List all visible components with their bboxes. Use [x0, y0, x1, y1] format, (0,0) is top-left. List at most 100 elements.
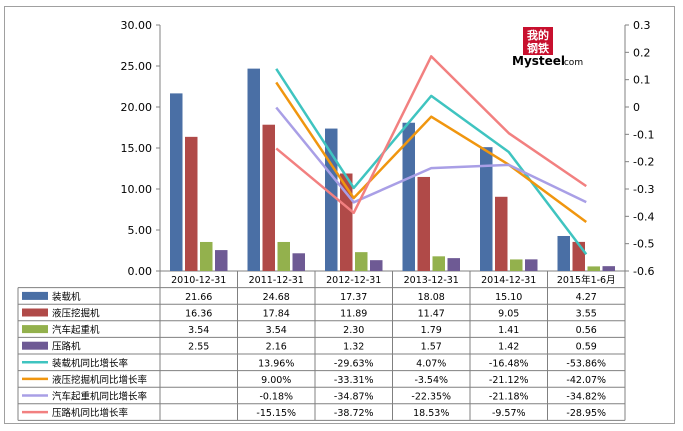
right-tick-label: 0.2: [633, 46, 651, 59]
line-series-group: [275, 55, 588, 255]
data-table: 2010-12-31 2011-12-31 2012-12-31 2013-12-31…: [17, 271, 626, 421]
bar-4-2012-12-31: [370, 260, 383, 271]
legend-label: 汽车起重机: [52, 324, 100, 336]
bar-3-2011-12-31: [277, 241, 290, 271]
table-cell-value: 18.08: [418, 292, 445, 303]
bar-3-2015年1-6月: [587, 266, 600, 271]
table-cell-value: -34.82%: [566, 392, 606, 403]
table-cell-value: -34.87%: [334, 392, 374, 403]
bar-4-2010-12-31: [215, 250, 228, 271]
bar-2-2010-12-31: [185, 136, 198, 271]
table-cell-value: 1.57: [421, 342, 442, 353]
right-tick-label: -0.3: [633, 183, 654, 196]
table-cell-value: -21.18%: [489, 392, 529, 403]
legend-label: 汽车起重机同比增长率: [52, 391, 148, 403]
right-tick-label: 0.3: [633, 19, 651, 32]
bar-2-2014-12-31: [495, 196, 508, 271]
line-series-1: [275, 68, 588, 255]
bar-3-2013-12-31: [432, 256, 445, 271]
table-cell-value: 0.56: [576, 325, 597, 336]
bar-1-2011-12-31: [247, 68, 260, 272]
logo-brand-suffix: .com: [561, 58, 583, 68]
table-cell-value: 13.96%: [258, 358, 294, 369]
table-cell-value: 24.68: [263, 292, 290, 303]
table-cell-value: -42.07%: [566, 375, 606, 386]
table-cell-value: -22.35%: [411, 392, 451, 403]
legend-swatch-3: [22, 325, 48, 334]
legend-label: 液压挖掘机同比增长率: [52, 374, 148, 386]
table-cell-value: -33.31%: [334, 375, 374, 386]
bar-3-2010-12-31: [200, 241, 213, 271]
line-series-4: [275, 55, 587, 215]
line-series-3: [275, 106, 587, 204]
logo-text-line2: 钢铁: [527, 41, 549, 55]
table-cell-value: 9.05: [498, 309, 519, 320]
left-tick-label: 30.00: [121, 19, 153, 32]
bar-1-2014-12-31: [480, 147, 493, 271]
table-cell-value: -3.54%: [414, 375, 448, 386]
table-cell-value: 2.55: [188, 342, 209, 353]
table-cell-value: -28.95%: [566, 408, 606, 419]
table-cell-value: 3.54: [188, 325, 209, 336]
table-cell-value: 4.27: [576, 292, 597, 303]
left-tick-label: 20.00: [121, 101, 153, 114]
table-cell-value: -9.57%: [492, 408, 526, 419]
logo-brand-main: Mysteel: [512, 54, 565, 68]
bar-4-2014-12-31: [525, 259, 538, 271]
right-tick-label: 0.1: [633, 74, 651, 87]
right-axis: -0.6 -0.5 -0.4 -0.3 -0.2 -0.1 0 0.1 0.2 0.3: [625, 19, 654, 278]
bar-series-group: [170, 68, 615, 272]
table-cell-value: 18.53%: [413, 408, 449, 419]
table-cell-value: 2.30: [343, 325, 364, 336]
left-tick-label: 10.00: [121, 183, 153, 196]
table-cell-value: 1.32: [343, 342, 364, 353]
table-cell-value: 1.42: [498, 342, 519, 353]
legend-label: 压路机同比增长率: [52, 407, 129, 419]
table-cell-value: -38.72%: [334, 408, 374, 419]
table-cell-value: 16.36: [185, 309, 212, 320]
table-cell-value: 2.16: [266, 342, 287, 353]
table-cell-value: 4.07%: [416, 358, 446, 369]
bar-4-2013-12-31: [447, 258, 460, 271]
table-cell-value: 11.47: [418, 309, 445, 320]
right-tick-label: -0.1: [633, 128, 654, 141]
bar-1-2010-12-31: [170, 93, 183, 271]
table-cell-value: -21.12%: [489, 375, 529, 386]
right-tick-label: -0.4: [633, 210, 654, 223]
logo-text-line1: 我的: [527, 28, 549, 42]
left-tick-label: 15.00: [121, 142, 153, 155]
bar-1-2013-12-31: [402, 122, 415, 271]
legend-label: 装载机同比增长率: [52, 357, 129, 369]
category-label: 2012-12-31: [326, 275, 381, 286]
table-cell-value: 1.79: [421, 325, 442, 336]
category-label: 2013-12-31: [404, 275, 459, 286]
table-cell-value: -16.48%: [489, 358, 529, 369]
right-tick-label: -0.2: [633, 156, 654, 169]
legend-label: 装载机: [52, 291, 81, 303]
left-tick-label: 0.00: [128, 265, 153, 278]
bar-4-2011-12-31: [292, 253, 305, 271]
table-cell-value: 3.55: [576, 309, 597, 320]
table-cell-value: 21.66: [185, 292, 212, 303]
bar-2-2011-12-31: [262, 124, 275, 271]
legend-swatch-1: [22, 291, 48, 300]
table-cell-value: 15.10: [495, 292, 522, 303]
left-tick-label: 25.00: [121, 60, 153, 73]
table-cell-value: 3.54: [266, 325, 287, 336]
table-cell-value: -53.86%: [566, 358, 606, 369]
legend-swatch-4: [22, 341, 48, 350]
bar-1-2015年1-6月: [557, 235, 570, 271]
legend-swatch-2: [22, 308, 48, 317]
bar-3-2012-12-31: [355, 252, 368, 271]
legend-label: 压路机: [52, 341, 81, 353]
table-cell-value: -15.15%: [256, 408, 296, 419]
category-label: 2014-12-31: [481, 275, 536, 286]
table-cell-value: 9.00%: [261, 375, 291, 386]
left-tick-label: 5.00: [128, 224, 153, 237]
bar-3-2014-12-31: [510, 259, 523, 271]
left-axis: 0.00 5.00 10.00 15.00 20.00 25.00 30.00: [121, 19, 160, 278]
chart-border: [4, 6, 675, 424]
right-tick-label: -0.5: [633, 238, 654, 251]
